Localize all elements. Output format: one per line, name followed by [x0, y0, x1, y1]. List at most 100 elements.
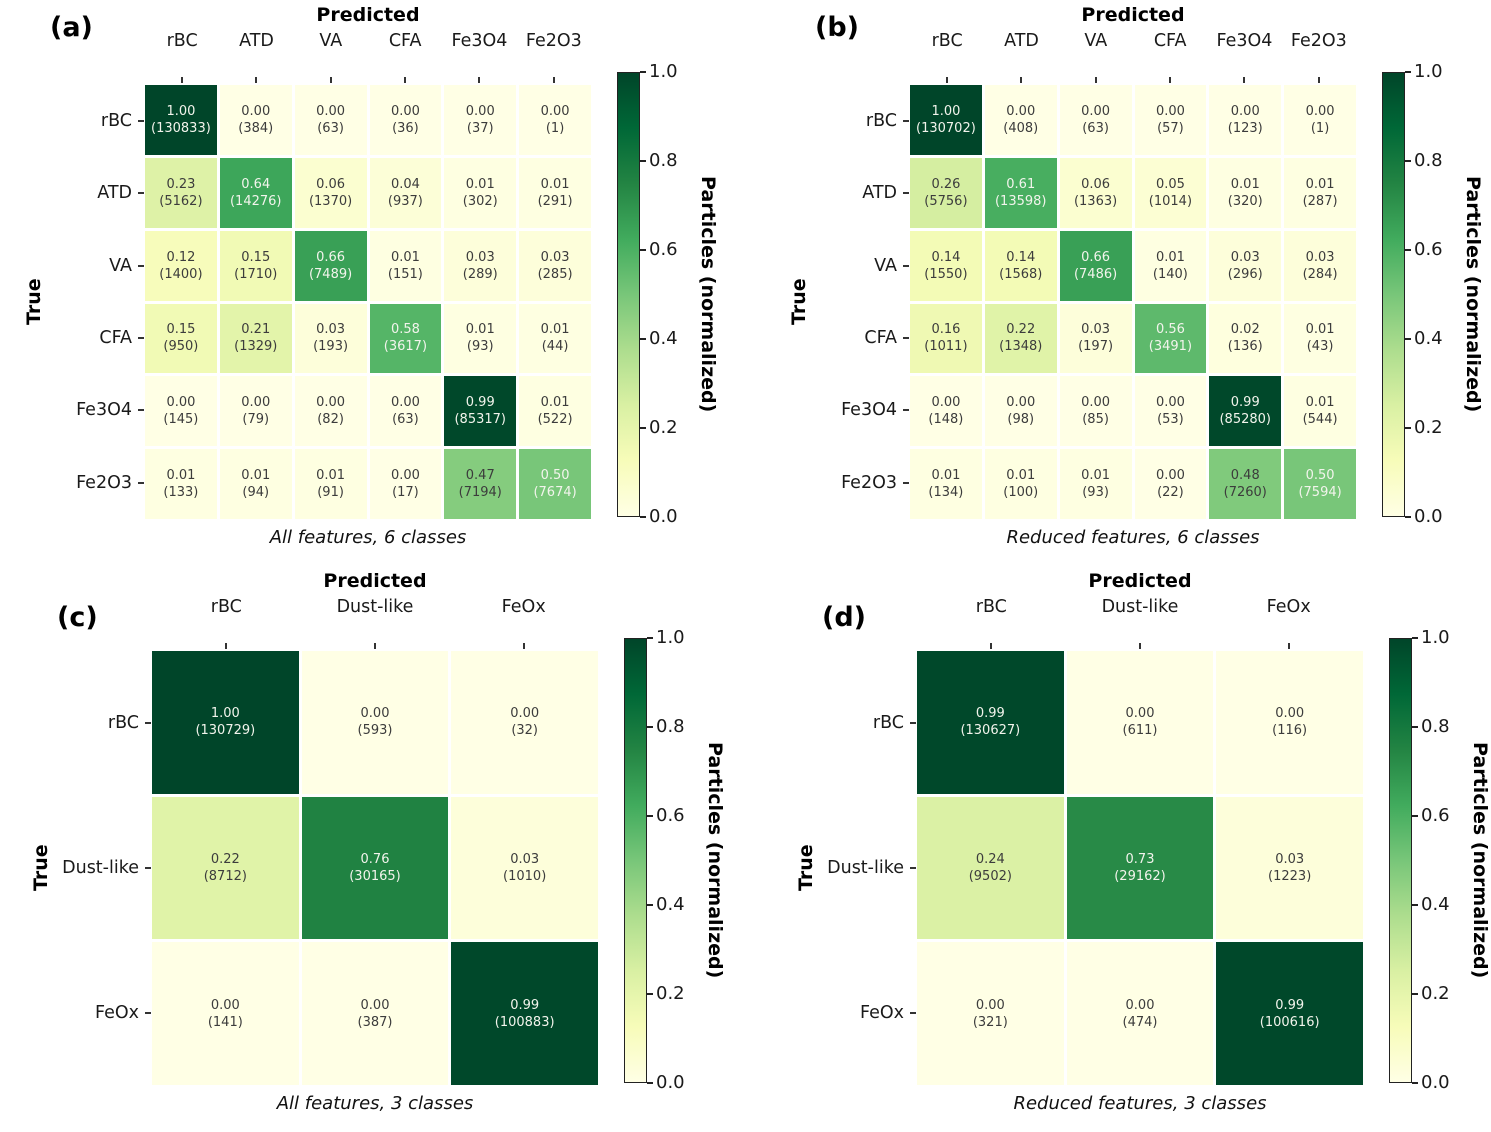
cell-count: (3617) — [383, 339, 428, 355]
cell-value: 0.58 — [390, 322, 420, 338]
column-tick-mark — [449, 643, 598, 649]
cell-value: 1.00 — [210, 706, 240, 722]
matrix-cell: 0.01 (93) — [1059, 449, 1132, 519]
cell-value: 0.01 — [540, 322, 570, 338]
row-label: Dust-like — [827, 858, 904, 878]
cell-value: 0.50 — [1305, 468, 1335, 484]
column-ticks — [917, 643, 1363, 649]
colorbar-tick-label: 0.4 — [649, 328, 678, 349]
cell-value: 0.00 — [390, 103, 420, 119]
cell-value: 0.22 — [210, 851, 240, 867]
column-label: rBC — [210, 597, 242, 617]
cell-value: 0.23 — [166, 176, 196, 192]
cell-count: (29162) — [1114, 868, 1166, 884]
matrix-cell: 0.99 (100883) — [451, 942, 598, 1085]
column-label: Fe3O4 — [451, 31, 508, 51]
column-tick-mark — [517, 77, 591, 83]
predicted-axis-title: Predicted — [1088, 570, 1192, 592]
matrix-cell: 0.00 (63) — [1059, 85, 1132, 155]
colorbar-tick-mark — [640, 160, 646, 162]
cell-value: 0.03 — [1275, 851, 1305, 867]
cell-count: (85280) — [1219, 412, 1271, 428]
cell-count: (140) — [1152, 266, 1188, 282]
cell-count: (474) — [1122, 1014, 1158, 1030]
matrix-cell: 0.64 (14276) — [219, 157, 292, 228]
colorbar-tick-mark — [647, 726, 653, 728]
cell-value: 0.01 — [931, 468, 961, 484]
colorbar-tick-mark — [1405, 516, 1411, 518]
matrix-cell: 0.99 (85317) — [444, 376, 517, 447]
colorbar-tick-mark — [1412, 1082, 1418, 1084]
cell-value: 0.00 — [166, 395, 196, 411]
matrix-cell: 0.01 (544) — [1284, 376, 1356, 447]
column-label: Dust-like — [1101, 597, 1179, 617]
matrix-cell: 0.66 (7489) — [294, 230, 367, 301]
cell-count: (296) — [1227, 266, 1263, 282]
matrix-cell: 0.14 (1568) — [984, 230, 1057, 301]
colorbar-gradient — [1382, 72, 1405, 517]
cell-value: 0.01 — [465, 176, 495, 192]
panel-letter: (d) — [822, 602, 867, 633]
row-label: Fe2O3 — [841, 472, 897, 493]
cell-count: (7260) — [1223, 485, 1267, 501]
colorbar-tick-mark — [1412, 637, 1418, 639]
cell-value: 0.99 — [975, 706, 1005, 722]
cell-value: 0.03 — [465, 249, 495, 265]
matrix-cell: 0.01 (291) — [519, 157, 591, 228]
matrix-cell: 0.01 (44) — [519, 303, 591, 374]
cell-value: 0.99 — [1275, 997, 1305, 1013]
matrix-cell: 0.00 (141) — [152, 942, 299, 1085]
cell-value: 0.00 — [1081, 103, 1111, 119]
panel-caption: All features, 3 classes — [276, 1093, 474, 1114]
cell-value: 0.01 — [1006, 468, 1036, 484]
cell-value: 0.00 — [1006, 103, 1036, 119]
panel-letter: (b) — [815, 12, 860, 43]
cell-count: (1348) — [999, 339, 1043, 355]
cell-count: (3491) — [1148, 339, 1193, 355]
cell-count: (93) — [466, 339, 494, 355]
matrix-cell: 0.76 (30165) — [301, 796, 449, 940]
column-tick-mark — [219, 77, 293, 83]
cell-count: (544) — [1302, 412, 1338, 428]
matrix-cell: 0.01 (320) — [1209, 157, 1282, 228]
matrix-cell: 0.03 (284) — [1284, 230, 1356, 301]
matrix-cell: 0.01 (140) — [1134, 230, 1207, 301]
cell-value: 0.03 — [1230, 249, 1260, 265]
colorbar-tick-mark — [1405, 338, 1411, 340]
cell-count: (7489) — [308, 266, 353, 282]
cell-value: 0.01 — [316, 468, 346, 484]
matrix-cell: 0.00 (36) — [369, 85, 442, 155]
column-label: FeOx — [1266, 597, 1311, 617]
panel-c: (c) Predicted rBC Dust-like FeOx True rBC Dust-… — [7, 566, 726, 1132]
matrix-cell: 0.00 (79) — [219, 376, 292, 447]
row-tick-mark — [138, 85, 144, 157]
cell-value: 0.01 — [1305, 395, 1335, 411]
cell-value: 0.14 — [931, 249, 961, 265]
matrix-cell: 0.01 (133) — [145, 449, 217, 519]
colorbar-tick-mark — [647, 637, 653, 639]
panel-letter: (a) — [50, 12, 93, 43]
cell-value: 0.00 — [1230, 103, 1260, 119]
cell-count: (14276) — [229, 193, 282, 209]
column-tick-mark — [910, 77, 984, 83]
predicted-axis-title: Predicted — [1081, 4, 1185, 26]
matrix-cell: 0.12 (1400) — [145, 230, 217, 301]
row-label: Fe3O4 — [841, 400, 897, 421]
cell-count: (79) — [242, 412, 270, 428]
row-tick-mark — [903, 85, 909, 157]
cell-value: 0.03 — [540, 249, 570, 265]
colorbar-tick-label: 0.8 — [1414, 150, 1443, 171]
colorbar: 1.0 0.8 0.6 0.4 0.2 0.0 Particles (normalized) — [617, 61, 719, 527]
column-tick-mark — [145, 77, 219, 83]
cell-value: 0.01 — [241, 468, 271, 484]
cell-value: 0.99 — [465, 395, 495, 411]
column-label: FeOx — [501, 597, 546, 617]
cell-count: (85317) — [454, 412, 506, 428]
column-label: Fe2O3 — [525, 31, 582, 51]
cell-count: (145) — [163, 412, 199, 428]
cell-count: (289) — [462, 266, 498, 282]
cell-count: (7194) — [458, 485, 502, 501]
cell-count: (37) — [466, 120, 494, 136]
colorbar-tick-label: 0.0 — [656, 1072, 685, 1093]
row-tick-mark — [910, 796, 916, 941]
